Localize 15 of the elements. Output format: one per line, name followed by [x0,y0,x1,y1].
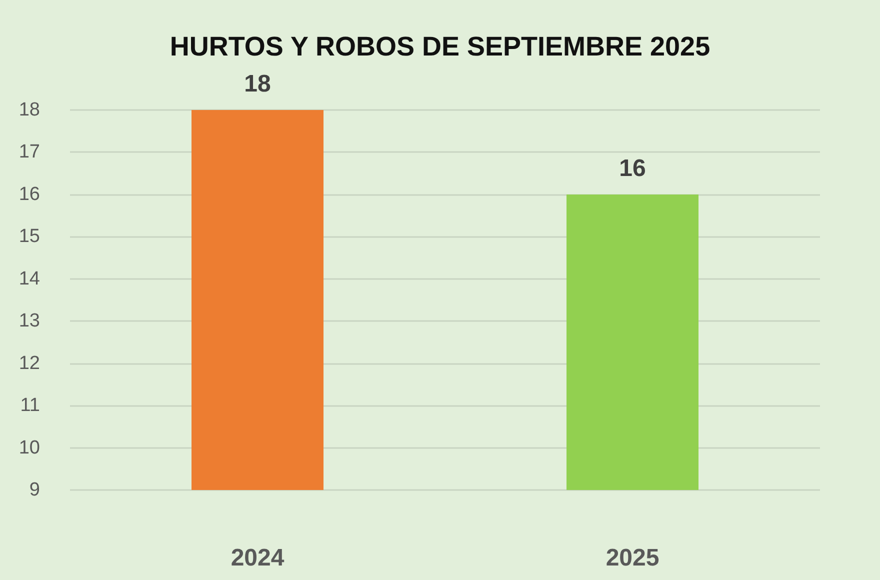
y-tick-label: 13 [18,310,40,332]
y-tick-label: 16 [18,184,40,205]
data-label: 16 [619,154,646,182]
y-tick-label: 14 [18,268,40,290]
y-tick-label: 17 [18,142,40,163]
y-tick-label: 10 [18,437,40,458]
y-tick-label: 11 [20,395,40,416]
x-tick-label: 2024 [230,544,285,572]
y-tick-label: 18 [18,100,40,120]
y-tick-label: 12 [18,352,40,374]
y-tick-label: 15 [18,226,40,248]
x-tick-label: 2025 [606,544,660,572]
data-label: 18 [244,70,271,98]
y-tick-label: 9 [29,480,40,500]
chart-title: HURTOS Y ROBOS DE SEPTIEMBRE 2025 [170,32,710,62]
